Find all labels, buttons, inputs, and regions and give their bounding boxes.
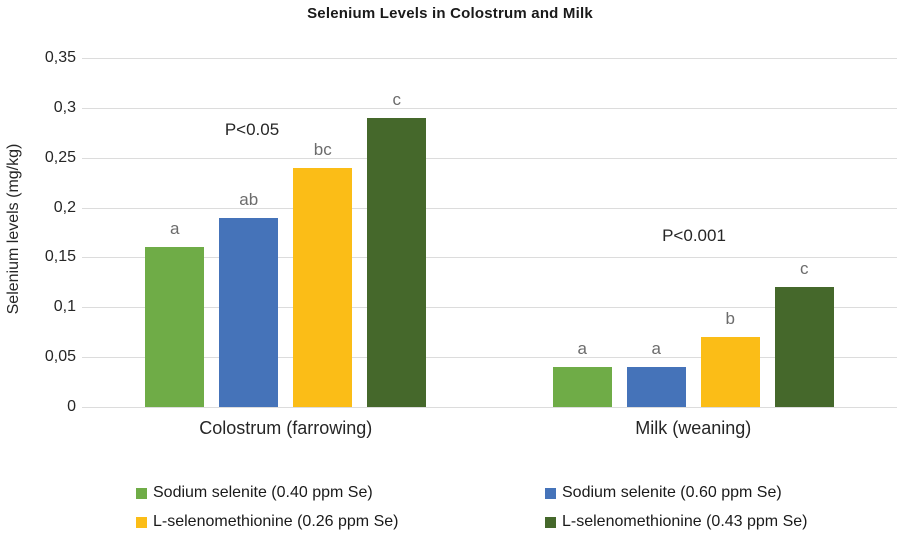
sig-letter: c <box>800 259 809 279</box>
y-tick-label: 0,05 <box>44 348 76 366</box>
y-tick-label: 0,2 <box>53 198 76 216</box>
sig-letter: ab <box>239 189 259 209</box>
gridline <box>82 157 897 159</box>
sig-letter: a <box>577 339 587 359</box>
sig-letter: b <box>725 309 735 329</box>
y-tick-label: 0,1 <box>53 298 76 316</box>
legend-swatch <box>545 487 556 499</box>
gridline <box>82 357 897 359</box>
bar <box>700 337 760 407</box>
gridline <box>82 407 897 408</box>
gridline <box>82 107 897 109</box>
bar <box>552 367 612 407</box>
x-category-label: Colostrum (farrowing) <box>199 418 373 438</box>
sig-letter: c <box>392 89 402 109</box>
bar <box>774 287 834 407</box>
legend-label: Sodium selenite (0.40 ppm Se) <box>153 484 373 501</box>
bar <box>367 117 427 407</box>
gridline <box>82 307 897 309</box>
legend-label: L-selenomethionine (0.43 ppm Se) <box>562 513 808 530</box>
y-tick-label: 0,15 <box>44 248 76 266</box>
gridline <box>82 207 897 209</box>
legend-label: L-selenomethionine (0.26 ppm Se) <box>153 513 399 530</box>
gridline <box>82 257 897 259</box>
chart-title: Selenium Levels in Colostrum and Milk <box>307 5 593 22</box>
p-value-label: P<0.001 <box>662 226 726 245</box>
bar <box>293 167 353 407</box>
gridline <box>82 58 897 59</box>
bar <box>145 247 205 407</box>
legend-swatch <box>136 516 147 528</box>
sig-letter: a <box>651 339 661 359</box>
bar <box>219 217 279 407</box>
y-tick-label: 0,25 <box>44 148 76 166</box>
legend-item: L-selenomethionine (0.26 ppm Se) <box>136 512 545 532</box>
y-tick-label: 0 <box>67 398 76 415</box>
y-tick-label: 0,3 <box>53 98 76 116</box>
legend-item: Sodium selenite (0.40 ppm Se) <box>136 483 545 503</box>
sig-letter: a <box>170 219 180 239</box>
y-tick-label: 0,35 <box>44 49 76 66</box>
bar <box>626 367 686 407</box>
legend-label: Sodium selenite (0.60 ppm Se) <box>562 484 782 501</box>
legend-item: Sodium selenite (0.60 ppm Se) <box>545 483 807 503</box>
p-value-label: P<0.05 <box>224 120 280 139</box>
x-category-label: Milk (weaning) <box>635 418 752 438</box>
legend-item: L-selenomethionine (0.43 ppm Se) <box>545 512 807 532</box>
legend: Sodium selenite (0.40 ppm Se) Sodium sele… <box>136 483 807 532</box>
legend-swatch <box>545 516 556 528</box>
sig-letter: bc <box>313 139 332 159</box>
legend-swatch <box>136 487 147 499</box>
